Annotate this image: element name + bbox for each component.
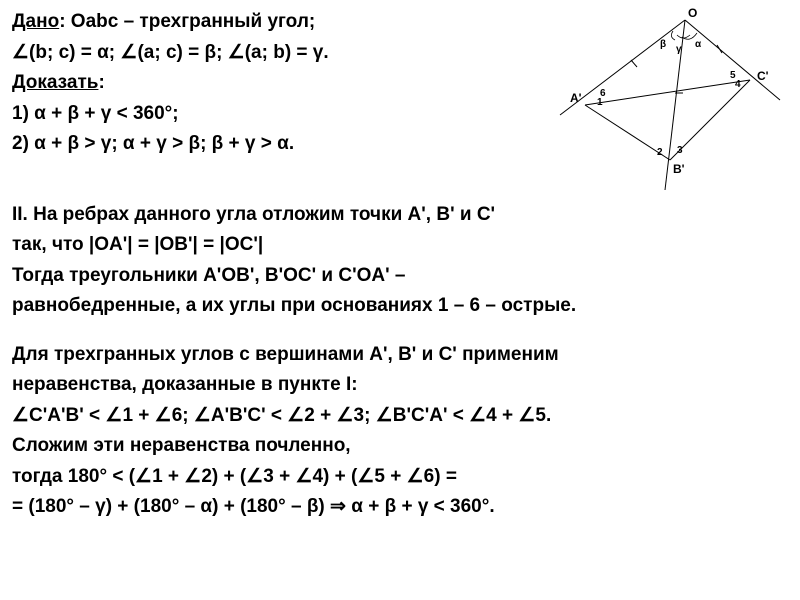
section3-line4: Сложим эти неравенства почленно,	[12, 432, 788, 461]
prove-colon: :	[98, 72, 104, 93]
label-B: B'	[673, 162, 685, 176]
label-3: 3	[677, 145, 683, 156]
given-rest: : Oabc – трехгранный угол;	[59, 11, 315, 32]
label-alpha: α	[695, 39, 702, 50]
section3-line6: = (180° – γ) + (180° – α) + (180° – β) ⇒…	[12, 493, 788, 522]
prove-label: Доказать	[12, 72, 98, 93]
section3-line5: тогда 180° < (∠1 + ∠2) + (∠3 + ∠4) + (∠5…	[12, 463, 788, 492]
section2-line3: Тогда треугольники A'OB', B'OC' и C'OA' …	[12, 262, 788, 291]
label-O: O	[688, 6, 697, 20]
section3-line3: ∠C'A'B' < ∠1 + ∠6; ∠A'B'C' < ∠2 + ∠3; ∠B…	[12, 402, 788, 431]
label-2: 2	[657, 147, 663, 158]
section2-line1: II. На ребрах данного угла отложим точки…	[12, 201, 788, 230]
label-C: C'	[757, 69, 769, 83]
label-gamma: γ	[676, 44, 682, 55]
label-5: 5	[730, 70, 736, 81]
label-beta: β	[660, 39, 666, 50]
section3-line2: неравенства, доказанные в пункте I:	[12, 371, 788, 400]
label-6: 6	[600, 88, 606, 99]
section2-line4: равнобедренные, а их углы при основаниях…	[12, 292, 788, 321]
trihedral-angle-diagram: O A' B' C' β γ α 1 2 3 4 5 6	[545, 5, 785, 195]
section3-line1: Для трехгранных углов с вершинами A', B'…	[12, 341, 788, 370]
section2-line2: так, что |OA'| = |OB'| = |OC'|	[12, 231, 788, 260]
label-4: 4	[735, 79, 741, 90]
label-A: A'	[570, 91, 582, 105]
given-label: Дано	[12, 11, 59, 32]
